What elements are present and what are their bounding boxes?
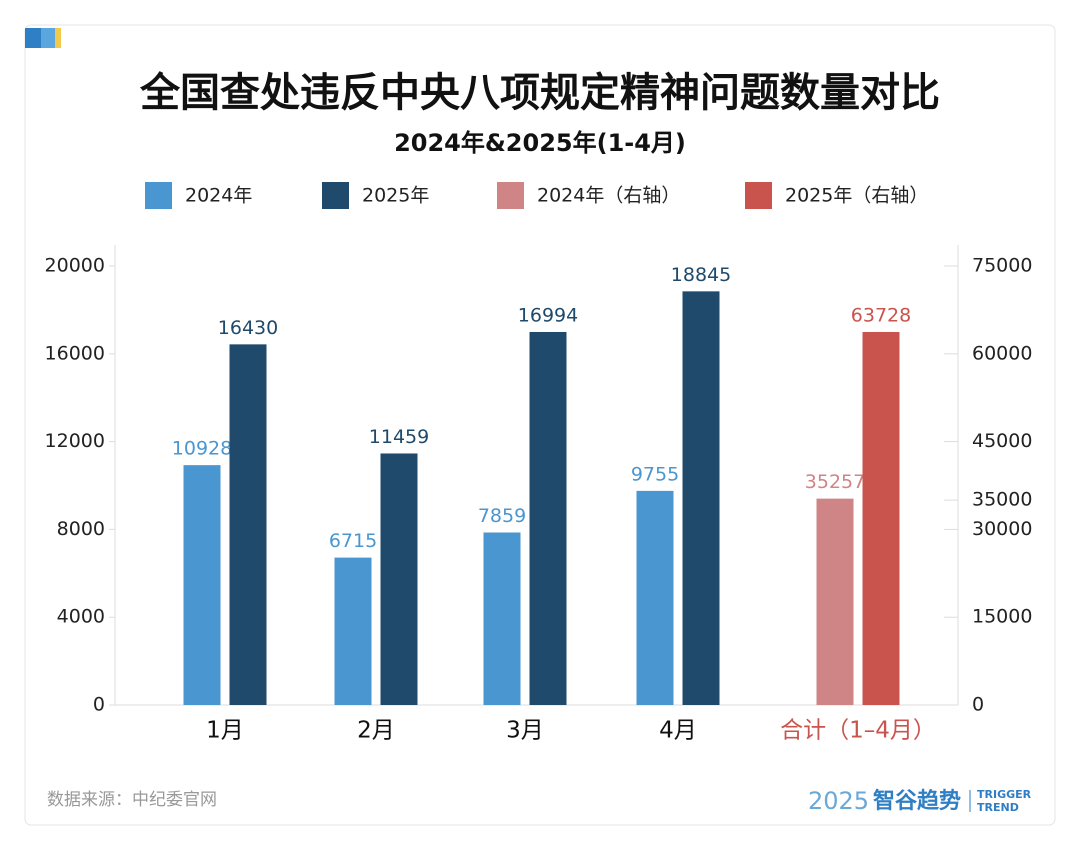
bar: [380, 453, 418, 705]
x-tick-label: 3月: [506, 718, 544, 744]
x-tick-label: 合计（1–4月）: [780, 718, 936, 744]
chart-title: 全国查处违反中央八项规定精神问题数量对比: [139, 70, 940, 116]
value-label: 35257: [805, 471, 865, 493]
y2-tick-label: 30000: [972, 518, 1032, 540]
logo-name: 智谷趋势: [873, 788, 961, 814]
value-label: 63728: [851, 304, 911, 326]
corner-mark: [55, 28, 61, 48]
y-tick-label: 12000: [45, 430, 105, 452]
y-tick-label: 8000: [57, 518, 105, 540]
value-label: 7859: [478, 505, 526, 527]
value-label: 18845: [671, 264, 731, 286]
y2-tick-label: 35000: [972, 489, 1032, 511]
value-label: 11459: [369, 426, 429, 448]
corner-mark: [25, 28, 41, 48]
legend-label: 2024年: [185, 185, 252, 207]
value-label: 16430: [218, 317, 278, 339]
bar: [682, 291, 720, 705]
logo-year: 2025: [808, 787, 869, 815]
legend-swatch: [497, 182, 524, 209]
value-label: 10928: [172, 438, 232, 460]
chart-subtitle: 2024年&2025年(1-4月): [394, 129, 686, 157]
legend-swatch: [322, 182, 349, 209]
corner-mark: [41, 28, 55, 48]
x-tick-label: 4月: [659, 718, 697, 744]
legend-swatch: [145, 182, 172, 209]
logo-en: TRIGGER: [977, 788, 1032, 801]
bar: [636, 490, 674, 705]
legend-label: 2025年: [362, 185, 429, 207]
y2-tick-label: 75000: [972, 255, 1032, 277]
y2-tick-label: 60000: [972, 342, 1032, 364]
logo-en: TREND: [977, 801, 1019, 814]
y2-tick-label: 45000: [972, 430, 1032, 452]
y-tick-label: 20000: [45, 255, 105, 277]
y2-tick-label: 15000: [972, 606, 1032, 628]
y2-tick-label: 0: [972, 694, 984, 716]
legend-swatch: [745, 182, 772, 209]
bar: [483, 532, 521, 705]
source: 数据来源：中纪委官网: [47, 790, 217, 810]
value-label: 9755: [631, 463, 679, 485]
y-tick-label: 4000: [57, 606, 105, 628]
y-tick-label: 16000: [45, 342, 105, 364]
bar: [183, 465, 221, 705]
legend-label: 2025年（右轴）: [785, 185, 928, 207]
value-label: 16994: [518, 304, 578, 326]
bar: [816, 498, 854, 705]
y-tick-label: 0: [93, 694, 105, 716]
x-tick-label: 1月: [206, 718, 244, 744]
value-label: 6715: [329, 530, 377, 552]
bar: [334, 557, 372, 705]
x-tick-label: 2月: [357, 718, 395, 744]
bar: [529, 331, 567, 705]
bar: [862, 331, 900, 705]
legend-label: 2024年（右轴）: [537, 185, 680, 207]
bar: [229, 344, 267, 705]
